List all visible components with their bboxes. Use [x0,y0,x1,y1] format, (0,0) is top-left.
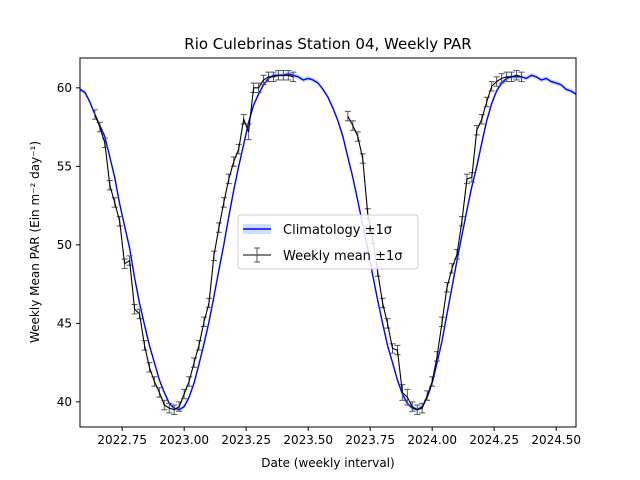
y-tick-label: 60 [57,81,72,95]
legend-climatology-label: Climatology ±1σ [283,223,392,238]
y-axis-ticks: 40 45 50 55 60 [57,81,80,409]
y-tick-label: 40 [57,395,72,409]
weekly-mean-point [518,71,525,83]
x-tick-label: 2024.00 [407,433,457,447]
legend-weekly-label: Weekly mean ±1σ [283,249,402,264]
x-axis-ticks: 2022.75 2023.00 2023.25 2023.50 2023.75 2024.… [97,427,581,447]
x-tick-label: 2024.50 [531,433,581,447]
legend-box [237,214,419,270]
y-tick-label: 50 [57,238,72,252]
x-tick-label: 2023.75 [345,433,395,447]
x-axis-label: Date (weekly interval) [261,456,394,470]
x-tick-label: 2023.50 [283,433,333,447]
legend: Climatology ±1σ Weekly mean ±1σ [237,214,419,270]
x-tick-label: 2023.00 [159,433,209,447]
y-axis-label: Weekly Mean PAR (Ein m⁻² day⁻¹) [28,141,42,343]
climatology-line [80,72,576,411]
plot-area [80,70,576,415]
chart-title: Rio Culebrinas Station 04, Weekly PAR [184,35,471,53]
plot-frame [79,57,577,428]
y-tick-label: 55 [57,159,72,173]
x-tick-label: 2022.75 [97,433,147,447]
x-tick-label: 2024.25 [469,433,519,447]
x-tick-label: 2023.25 [221,433,271,447]
y-tick-label: 45 [57,316,72,330]
